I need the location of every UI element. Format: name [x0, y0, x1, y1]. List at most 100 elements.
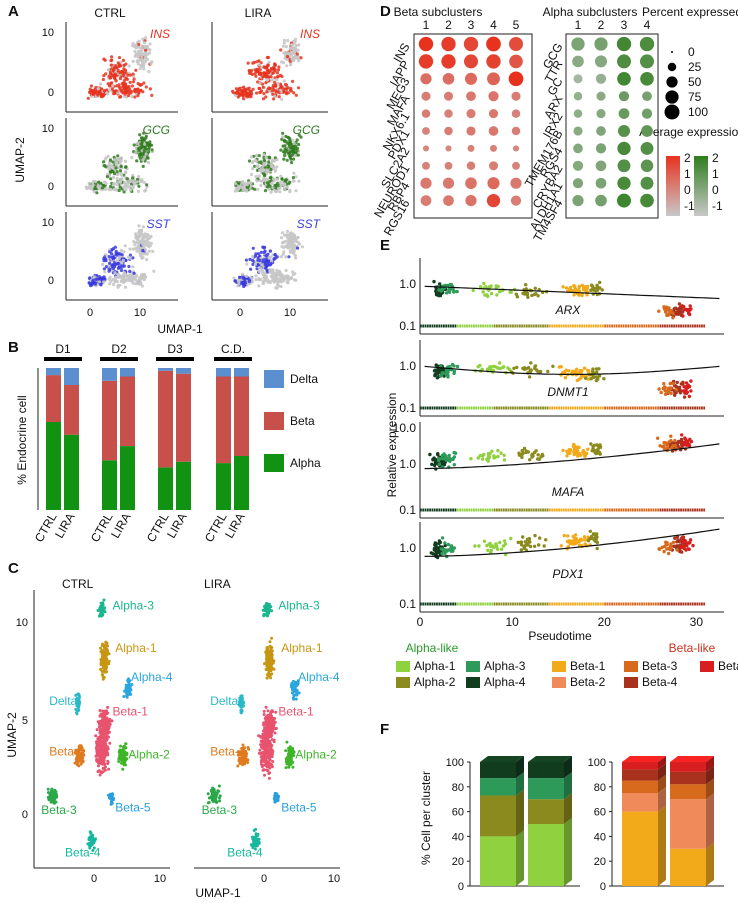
panel-e-zero-point	[553, 324, 556, 328]
panel-c-cell-point	[266, 673, 270, 677]
panel-a-cell-point	[291, 47, 295, 51]
panel-label-e: E	[380, 237, 390, 254]
panel-d-pct-title: Percent expressed	[642, 5, 738, 19]
panel-a-cell-point	[257, 174, 261, 178]
panel-c-cell-point	[243, 746, 247, 750]
panel-a-cell-point	[263, 189, 268, 193]
panel-e-zero-point	[426, 406, 429, 410]
panel-a-cell-point	[251, 254, 255, 258]
panel-c-cell-point	[270, 709, 273, 713]
panel-c-cell-point	[78, 755, 82, 759]
panel-c-xtick-0: 0	[91, 873, 97, 885]
panel-c-cell-point	[267, 605, 271, 609]
panel-a-cell-point	[123, 83, 127, 87]
panel-b-group-label: D1	[55, 342, 71, 356]
panel-e-zero-point	[590, 406, 593, 410]
panel-e-zero-point	[620, 324, 623, 328]
panel-a-cell-point	[133, 54, 137, 58]
panel-c-cell-point	[108, 723, 112, 727]
panel-a-cell-point	[120, 173, 124, 177]
panel-e-cell-point	[563, 376, 568, 380]
panel-a-cell-point	[249, 69, 253, 73]
panel-a-cell-point	[140, 64, 144, 68]
panel-e-zero-point	[500, 324, 503, 328]
panel-a-cell-point	[131, 176, 135, 180]
panel-label-b: B	[8, 339, 19, 356]
panel-c-cell-point	[120, 753, 124, 757]
panel-d-beta-dot	[486, 36, 501, 52]
panel-e-zero-point	[659, 324, 662, 328]
panel-a-cell-point	[145, 52, 149, 56]
panel-e-zero-point	[535, 324, 537, 328]
panel-a-cell-point	[232, 276, 236, 280]
panel-d-beta-dot	[467, 144, 475, 152]
panel-a-cell-point	[299, 56, 303, 60]
panel-d-beta-dot	[488, 91, 499, 102]
panel-d-beta-dot	[422, 161, 430, 170]
panel-label-d: D	[380, 3, 391, 20]
panel-e-zero-point	[636, 324, 639, 328]
panel-b-bar-beta	[158, 370, 173, 468]
panel-a-cell-point	[98, 82, 103, 86]
panel-a-cell-point	[274, 186, 278, 190]
panel-e-zero-point	[694, 324, 696, 328]
panel-e-cell-point	[665, 313, 669, 317]
panel-e-gene-label: ARX	[555, 303, 582, 317]
panel-a-cell-point	[121, 258, 125, 262]
panel-a-cell-point	[128, 80, 132, 84]
panel-a-cell-point	[276, 75, 280, 79]
panel-a-cell-point	[291, 270, 295, 274]
panel-e-zero-point	[664, 406, 666, 410]
panel-e-zero-point	[470, 324, 473, 328]
panel-c-cell-point	[126, 688, 130, 692]
panel-c-cell-point	[75, 712, 79, 716]
panel-e-cell-point	[597, 367, 601, 371]
panel-d-beta-dot	[486, 193, 501, 208]
panel-c-cell-point	[269, 666, 273, 670]
panel-a-cell-point	[145, 258, 149, 262]
panel-e-cell-point	[536, 369, 540, 374]
panel-e-zero-point	[555, 324, 558, 328]
panel-a-cell-point	[141, 164, 145, 168]
panel-d-alpha-dot	[596, 109, 606, 119]
panel-e-zero-point	[463, 324, 466, 328]
panel-e-zero-point	[597, 324, 600, 328]
panel-e-zero-point	[664, 324, 666, 328]
panel-a-cell-point	[119, 248, 123, 253]
panel-a-cell-point	[104, 72, 108, 76]
panel-c-cell-point	[100, 670, 104, 673]
panel-a-cell-point	[111, 84, 115, 88]
panel-a-cell-point	[283, 144, 287, 148]
panel-c-cell-point	[260, 745, 263, 749]
panel-e-zero-point	[661, 324, 664, 328]
panel-c-cell-point	[259, 740, 263, 743]
panel-c-cell-point	[268, 717, 272, 721]
panel-d-beta-dot	[441, 36, 456, 52]
panel-c-cell-point	[100, 613, 104, 617]
panel-a-cell-point	[284, 45, 288, 49]
panel-e-zero-point	[530, 324, 533, 328]
panel-c-cell-point	[268, 640, 272, 644]
panel-c-cell-point	[261, 734, 265, 737]
panel-c-cell-point	[109, 800, 113, 804]
panel-a-cell-point	[137, 82, 141, 86]
panel-e-cell-point	[672, 307, 676, 311]
panel-a-cell-point	[278, 279, 282, 283]
panel-a-cell-point	[131, 80, 135, 84]
panel-a-cell-point	[148, 42, 152, 46]
panel-e-zero-point	[645, 406, 648, 410]
panel-b-bar-alpha	[102, 460, 117, 510]
panel-e-zero-point	[701, 324, 703, 328]
panel-e-cell-point	[575, 367, 579, 371]
panel-a-cell-point	[266, 280, 270, 284]
panel-a-cell-point	[294, 278, 298, 282]
panel-b-bar-alpha	[64, 434, 79, 510]
panel-a-cell-point	[293, 234, 297, 238]
panel-a-cell-point	[93, 180, 98, 184]
panel-a-cell-point	[113, 158, 117, 162]
panel-a-cell-point	[283, 178, 287, 182]
panel-c-cell-point	[287, 760, 291, 764]
panel-e-zero-point	[684, 406, 687, 410]
panel-e-zero-point	[454, 406, 457, 410]
panel-d-green-tick: 2	[712, 151, 719, 165]
